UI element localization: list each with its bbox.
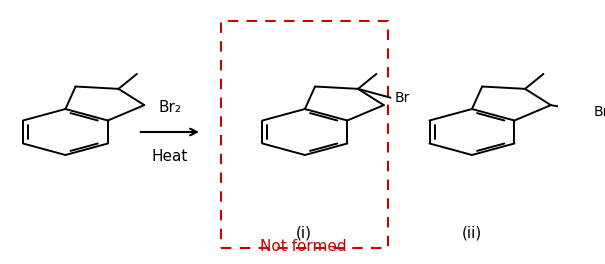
Text: (ii): (ii) bbox=[462, 225, 482, 240]
Text: Br₂: Br₂ bbox=[158, 100, 181, 115]
Text: (i): (i) bbox=[296, 225, 312, 240]
Text: Heat: Heat bbox=[151, 149, 188, 164]
Text: Br: Br bbox=[594, 105, 605, 119]
Text: Br: Br bbox=[394, 91, 410, 105]
Text: Not formed: Not formed bbox=[261, 239, 347, 254]
